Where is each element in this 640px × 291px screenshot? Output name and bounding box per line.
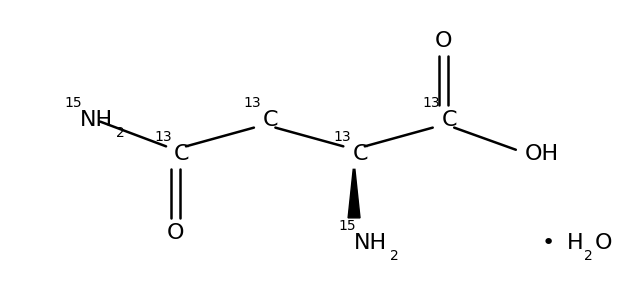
Text: NH: NH: [354, 233, 387, 253]
Text: 2: 2: [584, 249, 593, 263]
Text: H: H: [567, 233, 584, 253]
Text: 2: 2: [116, 126, 124, 140]
Text: 13: 13: [423, 96, 440, 110]
Text: 13: 13: [154, 130, 172, 144]
Text: O: O: [166, 223, 184, 243]
Text: •: •: [541, 233, 555, 253]
Text: OH: OH: [524, 144, 559, 164]
Text: 15: 15: [339, 219, 356, 233]
Text: C: C: [442, 110, 457, 130]
Polygon shape: [348, 169, 360, 218]
Text: O: O: [595, 233, 612, 253]
Text: 15: 15: [65, 96, 82, 110]
Text: 13: 13: [244, 96, 262, 110]
Text: 13: 13: [333, 130, 351, 144]
Text: C: C: [352, 144, 368, 164]
Text: O: O: [435, 31, 452, 51]
Text: C: C: [263, 110, 278, 130]
Text: 2: 2: [390, 249, 399, 263]
Text: NH: NH: [80, 110, 113, 130]
Text: C: C: [173, 144, 189, 164]
